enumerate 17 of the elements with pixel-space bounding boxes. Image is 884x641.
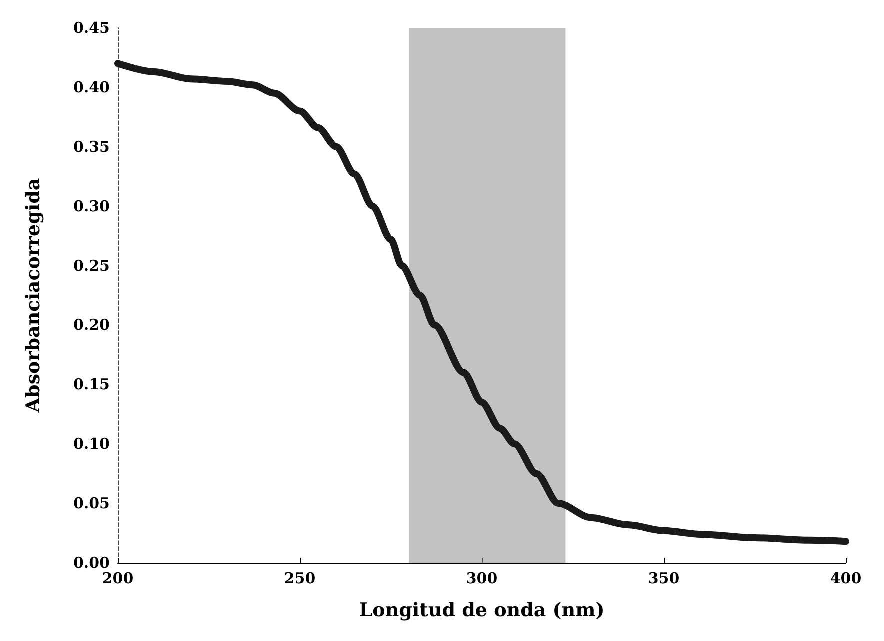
y-tick-label: 0.05 [73,494,110,513]
y-tick-label: 0.35 [73,138,110,156]
x-tick-label: 250 [284,570,316,588]
y-tick-label: 0.20 [73,316,110,334]
y-tick-label: 0.15 [73,376,110,394]
y-tick-label: 0.10 [73,435,110,454]
x-tick-label: 350 [648,570,680,588]
x-tick-label: 400 [830,570,862,588]
y-tick-label: 0.45 [73,19,110,37]
y-tick-label: 0.25 [73,256,110,275]
y-tick-label: 0.00 [73,554,110,572]
x-axis-title: Longitud de onda (nm) [359,600,605,622]
y-axis-title: Absorbanciacorregida [22,178,44,414]
x-tick-label: 200 [102,570,134,588]
y-tick-label: 0.30 [73,197,110,216]
x-tick-label: 300 [466,570,498,588]
y-tick-label: 0.40 [73,78,110,96]
